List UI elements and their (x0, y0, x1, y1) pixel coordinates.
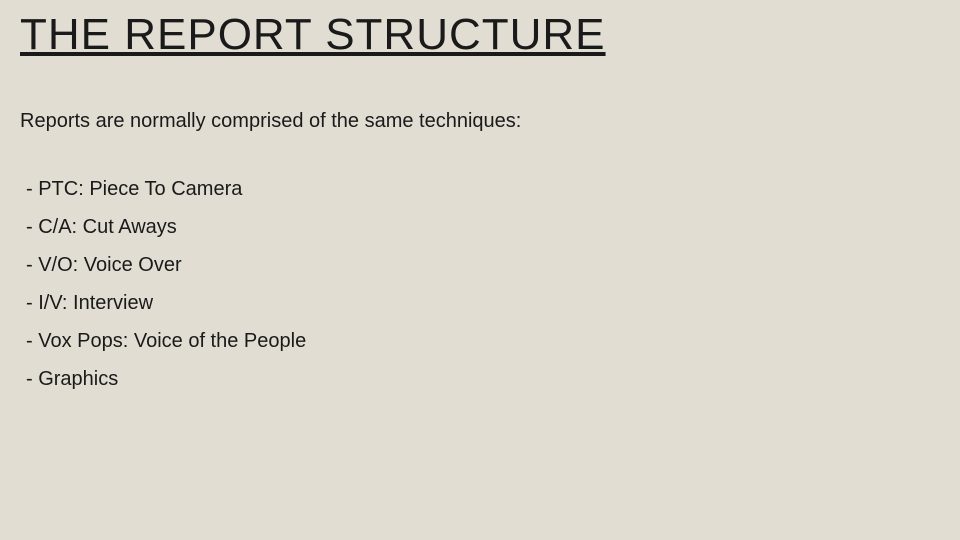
slide-title: THE REPORT STRUCTURE (20, 10, 940, 60)
slide-intro-text: Reports are normally comprised of the sa… (20, 110, 940, 133)
list-item: - Vox Pops: Voice of the People (26, 331, 940, 351)
list-item: - V/O: Voice Over (26, 255, 940, 275)
slide: THE REPORT STRUCTURE Reports are normall… (0, 0, 960, 540)
techniques-list: - PTC: Piece To Camera - C/A: Cut Aways … (20, 179, 940, 389)
list-item: - C/A: Cut Aways (26, 217, 940, 237)
list-item: - PTC: Piece To Camera (26, 179, 940, 199)
list-item: - I/V: Interview (26, 293, 940, 313)
list-item: - Graphics (26, 369, 940, 389)
